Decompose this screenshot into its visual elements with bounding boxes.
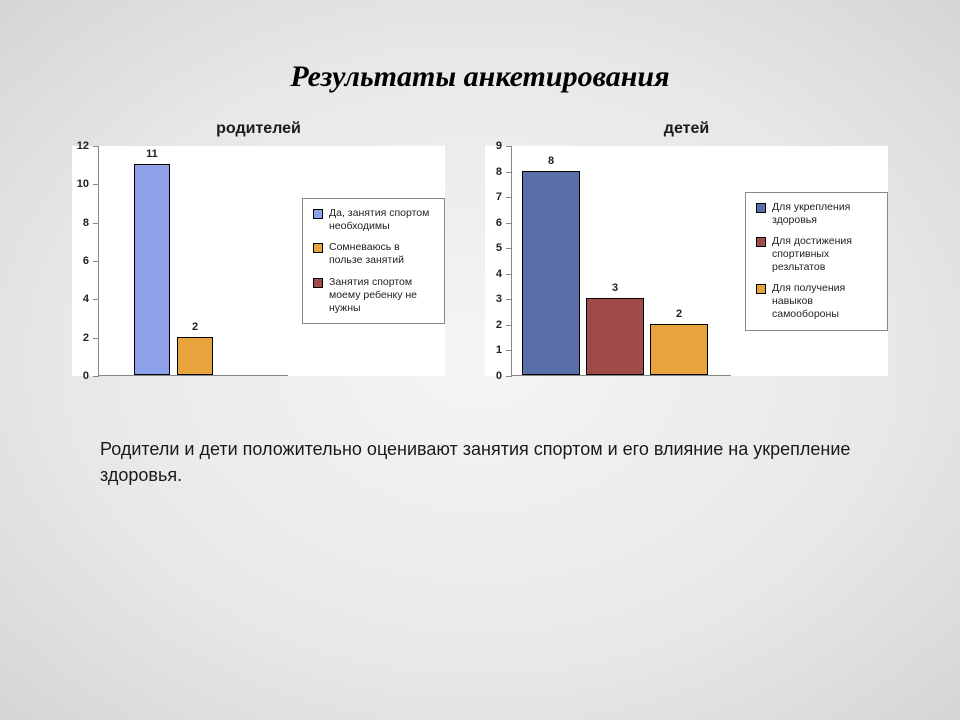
children-ylabel: 5 [496, 242, 502, 254]
parents-bar-value-1: 2 [175, 321, 215, 333]
parents-bar-0 [134, 164, 170, 375]
parents-legend-swatch-0 [313, 209, 323, 219]
parents-ytick [93, 223, 99, 224]
children-ylabel: 6 [496, 217, 502, 229]
chart-children-wrap: 0123456789832 Для укрепления здоровьяДля… [485, 146, 888, 376]
children-ylabel: 4 [496, 268, 502, 280]
children-ylabel: 2 [496, 319, 502, 331]
parents-legend-item-2: Занятия спортом моему ребенку не нужны [313, 276, 434, 315]
parents-legend-text-1: Сомневаюсь в пользе занятий [329, 241, 434, 267]
children-ytick [506, 299, 512, 300]
children-ylabel: 1 [496, 344, 502, 356]
children-bar-2 [650, 324, 708, 375]
children-ytick [506, 172, 512, 173]
chart-parents-legend: Да, занятия спортом необходимы Сомневаюсь… [302, 198, 445, 324]
chart-parents: родителей 024681012112 Да, занятия спорт… [72, 120, 445, 376]
parents-ylabel: 10 [77, 178, 89, 190]
charts-row: родителей 024681012112 Да, занятия спорт… [70, 120, 890, 376]
parents-ytick [93, 184, 99, 185]
children-ylabel: 9 [496, 140, 502, 152]
children-bar-value-1: 3 [595, 282, 635, 294]
children-ytick [506, 325, 512, 326]
chart-children-legend: Для укрепления здоровья Для достижения сп… [745, 192, 888, 331]
children-legend-text-0: Для укрепления здоровья [772, 201, 877, 227]
children-legend-swatch-1 [756, 237, 766, 247]
parents-ylabel: 4 [83, 293, 89, 305]
children-ylabel: 8 [496, 166, 502, 178]
children-legend-swatch-2 [756, 284, 766, 294]
children-ylabel: 7 [496, 191, 502, 203]
parents-ytick [93, 338, 99, 339]
children-legend-swatch-0 [756, 203, 766, 213]
chart-children-plot: 0123456789832 [511, 146, 731, 376]
y-axis-pad [485, 146, 511, 376]
children-legend-item-2: Для получения навыков самообороны [756, 282, 877, 321]
parents-legend-item-1: Сомневаюсь в пользе занятий [313, 241, 434, 267]
children-ylabel: 3 [496, 293, 502, 305]
chart-parents-plot: 024681012112 [98, 146, 288, 376]
parents-ytick [93, 261, 99, 262]
parents-ylabel: 12 [77, 140, 89, 152]
parents-ylabel: 6 [83, 255, 89, 267]
children-legend-item-1: Для достижения спортивных резльтатов [756, 235, 877, 274]
children-legend-item-0: Для укрепления здоровья [756, 201, 877, 227]
children-ytick [506, 376, 512, 377]
chart-children-title: детей [664, 120, 709, 138]
children-ytick [506, 223, 512, 224]
slide: Результаты анкетирования родителей 0 2 4 6 8… [0, 0, 960, 488]
parents-legend-item-0: Да, занятия спортом необходимы [313, 207, 434, 233]
chart-parents-title: родителей [216, 120, 301, 138]
page-title: Результаты анкетирования [70, 60, 890, 94]
parents-ylabel: 8 [83, 217, 89, 229]
chart-children: детей 0123456789832 Для укрепления здоро… [485, 120, 888, 376]
children-bar-0 [522, 171, 580, 375]
parents-legend-swatch-2 [313, 278, 323, 288]
caption-text: Родители и дети положительно оценивают з… [100, 436, 860, 488]
children-bar-value-2: 2 [659, 308, 699, 320]
children-ytick [506, 146, 512, 147]
parents-ytick [93, 376, 99, 377]
children-ytick [506, 350, 512, 351]
children-legend-text-2: Для получения навыков самообороны [772, 282, 877, 321]
parents-legend-swatch-1 [313, 243, 323, 253]
parents-bar-1 [177, 337, 213, 375]
parents-ylabel: 2 [83, 332, 89, 344]
chart-parents-wrap: 024681012112 Да, занятия спортом необход… [72, 146, 445, 376]
children-bar-value-0: 8 [531, 155, 571, 167]
parents-legend-text-0: Да, занятия спортом необходимы [329, 207, 434, 233]
children-ylabel: 0 [496, 370, 502, 382]
parents-ytick [93, 146, 99, 147]
parents-legend-text-2: Занятия спортом моему ребенку не нужны [329, 276, 434, 315]
parents-ylabel: 0 [83, 370, 89, 382]
children-ytick [506, 197, 512, 198]
children-ytick [506, 274, 512, 275]
parents-ytick [93, 299, 99, 300]
children-bar-1 [586, 298, 644, 375]
children-ytick [506, 248, 512, 249]
children-legend-text-1: Для достижения спортивных резльтатов [772, 235, 877, 274]
parents-bar-value-0: 11 [132, 148, 172, 160]
